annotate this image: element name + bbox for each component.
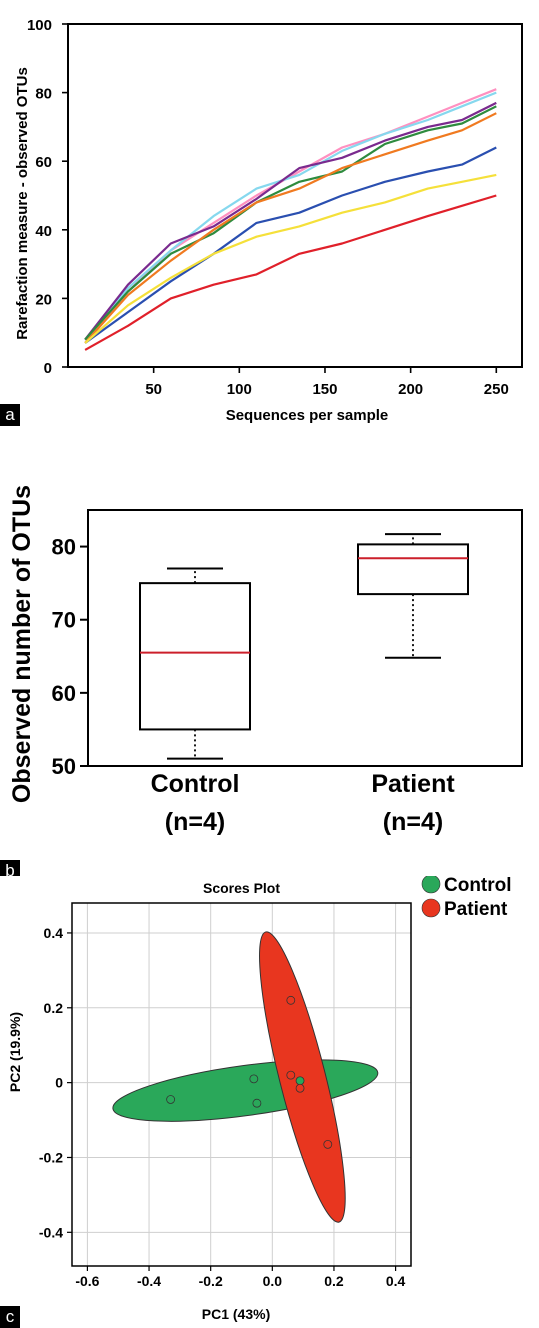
rarefaction-line-5 [84, 112, 497, 344]
control-point [166, 1095, 176, 1104]
y-axis-label-b: Observed number of OTUs [8, 485, 36, 803]
y-tick-label-a: 80 [35, 86, 52, 103]
legend-patient-swatch [421, 898, 441, 918]
y-tick-label-a: 20 [35, 291, 52, 308]
control-point [249, 1074, 259, 1084]
plot-frame-b [87, 509, 523, 767]
y-tick-label-b: 70 [52, 608, 76, 633]
y-tick-label-c: 0 [55, 1075, 63, 1091]
rarefaction-line-4 [84, 105, 497, 341]
panel-b: 50 60 70 80 Control (n=4) Patient (n=4) Observed… [0, 472, 539, 882]
y-tick-label-b: 80 [52, 535, 76, 560]
rarefaction-line-7 [84, 173, 497, 344]
chart-title-c: Scores Plot [203, 880, 280, 896]
x-tick-label-a: 150 [312, 381, 337, 398]
patient-point [295, 1083, 305, 1093]
rarefaction-line-8 [84, 194, 497, 351]
rarefaction-chart: 50 100 150 200 250 0 20 40 60 80 100 Sequences per … [14, 17, 523, 424]
y-tick-label-c: 0.2 [44, 1000, 64, 1016]
x-tick-label-c: 0.2 [324, 1273, 344, 1289]
patient-point [323, 1139, 333, 1149]
y-tick-label-b: 60 [52, 681, 76, 706]
otu-boxplot-chart: 50 60 70 80 Control (n=4) Patient (n=4) Observed… [8, 485, 523, 836]
rarefaction-line-6 [84, 146, 497, 344]
y-tick-label-c: -0.4 [39, 1224, 63, 1240]
iqr-box [139, 582, 251, 731]
legend-control-swatch [421, 876, 441, 894]
control-point [295, 1076, 305, 1086]
scores-plot-chart: Scores Plot -0.6 -0.4 -0.2 0.0 0.2 0.4 -0.4 -0.2… [7, 876, 512, 1322]
patient-point [286, 1070, 296, 1080]
iqr-box [357, 543, 469, 596]
y-tick-label-a: 100 [27, 17, 52, 34]
y-tick-label-b: 50 [52, 754, 76, 779]
legend-control-label: Control [444, 876, 512, 896]
rarefaction-line-2 [84, 91, 497, 341]
category-label-b: Patient [371, 770, 455, 798]
patient-point [286, 995, 296, 1005]
category-sublabel-b: (n=4) [383, 808, 443, 836]
x-axis-label-a: Sequences per sample [226, 407, 389, 424]
x-tick-label-c: 0.0 [263, 1273, 283, 1289]
legend-patient-label: Patient [444, 899, 508, 920]
control-confidence-ellipse [112, 1059, 379, 1122]
x-tick-label-a: 250 [484, 381, 509, 398]
y-axis-label-c: PC2 (19.9%) [7, 1012, 23, 1092]
x-axis-label-c: PC1 (43%) [202, 1306, 270, 1322]
y-tick-label-a: 40 [35, 223, 52, 240]
x-tick-label-a: 100 [227, 381, 252, 398]
category-label-b: Control [151, 770, 240, 798]
y-tick-label-c: -0.2 [39, 1149, 63, 1165]
x-tick-label-c: -0.4 [137, 1273, 161, 1289]
y-tick-label-a: 60 [35, 154, 52, 171]
x-tick-label-c: 0.4 [386, 1273, 406, 1289]
y-tick-label-a: 0 [44, 360, 52, 377]
rarefaction-line-1 [84, 88, 497, 344]
y-tick-label-c: 0.4 [44, 925, 64, 941]
rarefaction-line-3 [84, 101, 497, 341]
x-tick-label-a: 200 [398, 381, 423, 398]
x-tick-label-a: 50 [145, 381, 162, 398]
panel-label-c: c [0, 1306, 20, 1328]
panel-a: 50 100 150 200 250 0 20 40 60 80 100 Sequences per … [0, 0, 539, 426]
control-point [252, 1098, 262, 1108]
category-sublabel-b: (n=4) [165, 808, 225, 836]
x-tick-label-c: -0.6 [75, 1273, 99, 1289]
x-tick-label-c: -0.2 [199, 1273, 223, 1289]
panel-label-a: a [0, 404, 20, 426]
plot-frame-a [67, 23, 523, 368]
panel-c: Scores Plot -0.6 -0.4 -0.2 0.0 0.2 0.4 -0.4 -0.2… [0, 876, 539, 1328]
y-axis-label-a: Rarefaction measure - observed OTUs [14, 67, 31, 340]
plot-frame-c [71, 902, 412, 1267]
